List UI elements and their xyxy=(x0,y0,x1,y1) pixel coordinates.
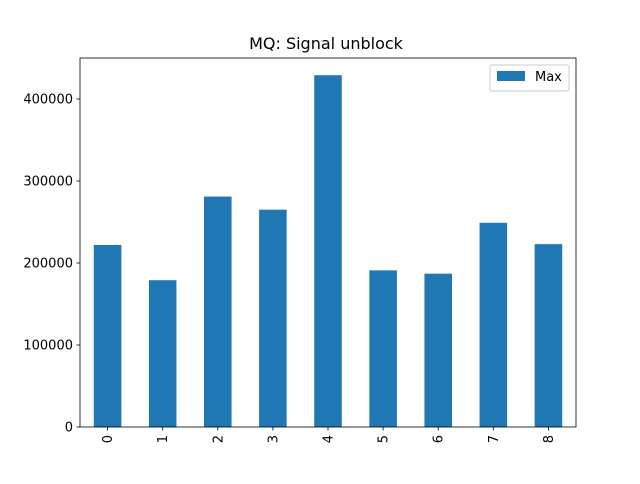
x-tick-label: 0 xyxy=(101,435,116,443)
x-tick-label: 8 xyxy=(542,435,557,443)
plot-area xyxy=(93,75,563,427)
legend: Max xyxy=(489,64,570,92)
axes-spines xyxy=(79,57,577,428)
y-tick-label: 0 xyxy=(65,421,73,436)
legend-label: Max xyxy=(535,70,562,85)
y-tick-label: 400000 xyxy=(23,93,73,108)
y-tick-label: 300000 xyxy=(23,175,73,190)
x-axis: 0 1 2 3 4 5 6 7 8 xyxy=(101,427,557,443)
legend-swatch xyxy=(497,71,525,81)
x-tick-label: 3 xyxy=(266,435,281,443)
axes-frame xyxy=(79,57,577,428)
bar-6 xyxy=(424,273,452,427)
bar-8 xyxy=(534,244,563,427)
x-tick-label: 1 xyxy=(156,435,171,443)
bar-5 xyxy=(369,270,397,427)
bar-0 xyxy=(93,244,122,427)
chart-title: MQ: Signal unblock xyxy=(249,34,404,53)
bar-1 xyxy=(148,280,177,427)
x-tick-label: 5 xyxy=(377,435,392,443)
bar-2 xyxy=(204,196,232,427)
y-axis: 0 100000 200000 300000 400000 xyxy=(23,93,80,436)
bar-4 xyxy=(314,75,342,427)
x-tick-label: 6 xyxy=(432,435,447,443)
y-tick-label: 100000 xyxy=(23,339,73,354)
x-tick-label: 2 xyxy=(211,435,226,443)
x-tick-label: 4 xyxy=(322,435,337,443)
x-tick-label: 7 xyxy=(487,435,502,443)
y-tick-label: 200000 xyxy=(23,257,73,272)
bar-7 xyxy=(479,222,508,427)
bar-3 xyxy=(259,209,287,427)
